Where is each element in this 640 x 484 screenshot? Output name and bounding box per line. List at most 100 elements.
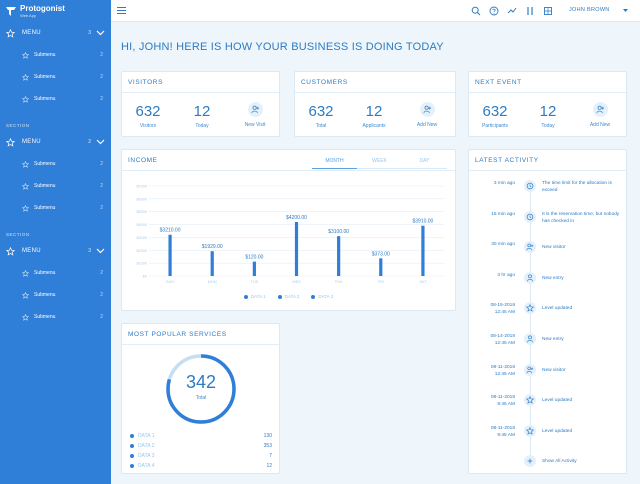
legend-dot (130, 454, 134, 458)
ring-progress (166, 354, 236, 424)
star-icon (22, 95, 29, 103)
user-name[interactable]: JOHN BROWN (569, 7, 610, 13)
columns-icon[interactable] (525, 6, 535, 16)
bar-sat[interactable] (421, 225, 425, 276)
x-tick-label: FRI (378, 280, 384, 284)
bar-fri[interactable] (379, 258, 383, 276)
card-title: CUSTOMERS (301, 79, 348, 86)
sidebar-menu-2[interactable]: MENU 2 (0, 131, 111, 153)
chevron-down-icon[interactable] (623, 9, 628, 12)
new-visit-button[interactable]: New Visit (240, 102, 270, 128)
card-title: MOST POPULAR SERVICES (128, 331, 227, 338)
chevron-down-icon[interactable] (96, 248, 105, 254)
brand[interactable]: Protogonist Web App (0, 0, 111, 22)
legend-dot (130, 464, 134, 468)
sidebar-menu-3[interactable]: MENU 3 (0, 240, 111, 262)
bar-mon[interactable] (210, 251, 214, 276)
stat-label: Today (195, 123, 209, 129)
action-label: Add New (416, 122, 438, 128)
chevron-down-icon[interactable] (96, 139, 105, 145)
bar-tue[interactable] (252, 261, 256, 276)
tab-month[interactable]: MONTH (312, 158, 357, 169)
service-value: 353 (263, 443, 272, 449)
period-tabs: MONTH WEEK DAY (312, 158, 447, 169)
activity-text: Level updated (542, 306, 573, 312)
data-label: $3210.00 (160, 228, 181, 234)
sidebar-submenu[interactable]: Submenu 2 (0, 306, 111, 328)
menu-count: 3 (88, 30, 91, 36)
sidebar-submenu[interactable]: Submenu 2 (0, 153, 111, 175)
y-tick-label: $1000 (136, 262, 147, 266)
service-row: DATA 2 353 (130, 442, 272, 450)
submenu-count: 2 (100, 270, 103, 276)
stat-value: 632 (482, 103, 508, 120)
stat: 632 Visitors (132, 103, 164, 129)
page-title: HI, JOHN! HERE IS HOW YOUR BUSINESS IS D… (121, 41, 444, 53)
submenu-label: Submenu (34, 74, 56, 80)
income-card: $7000 $6000 $5000 $4000 $3000 $2000 $1000 $0 $32… (121, 149, 456, 311)
activity-icon[interactable] (507, 6, 517, 16)
bar-wed[interactable] (294, 222, 299, 276)
sidebar-section-label: SECTION (6, 123, 30, 128)
chevron-down-icon[interactable] (96, 30, 105, 36)
activity-text: New visitor (542, 367, 566, 373)
hamburger-menu-icon[interactable] (117, 7, 126, 14)
menu-label: MENU (22, 139, 41, 145)
star-icon (22, 73, 29, 81)
star-icon (526, 426, 534, 435)
menu-label: MENU (22, 30, 41, 36)
activity-time: 08-11-2018 9:45 AM (490, 395, 515, 408)
activity-icon-wrap (524, 455, 536, 468)
bar-thu[interactable] (337, 236, 341, 276)
activity-time: 15 min ago (491, 211, 515, 217)
y-tick-label: $4000 (136, 223, 147, 227)
activity-icon-wrap (524, 424, 536, 437)
grid-icon[interactable] (543, 6, 553, 16)
legend-item[interactable]: DATA 3 (311, 294, 333, 299)
star-icon (526, 396, 534, 404)
stat-label: Visitors (139, 123, 157, 129)
card-title: LATEST ACTIVITY (475, 157, 539, 164)
sidebar-menu-1[interactable]: MENU 3 (0, 22, 111, 44)
activity-icon-wrap (524, 302, 536, 315)
star-icon (22, 204, 29, 212)
sidebar-submenu[interactable]: Submenu 2 (0, 262, 111, 284)
legend-dot (311, 294, 316, 299)
show-all-activity-button[interactable]: Show All Activity (469, 455, 626, 484)
customers-card: CUSTOMERS 632 Total 12 Applicants Add New (294, 71, 456, 137)
divider (122, 92, 279, 93)
clock-icon (526, 182, 534, 190)
star-icon (22, 291, 29, 299)
service-row: DATA 1 130 (130, 432, 272, 440)
activity-time: 30 min ago (491, 242, 515, 248)
bar-sun[interactable] (168, 234, 172, 276)
user-add-icon (251, 105, 259, 114)
user-add-icon (596, 105, 604, 114)
brand-name: Protogonist (20, 3, 65, 13)
sidebar-submenu[interactable]: Submenu 2 (0, 44, 111, 66)
help-icon[interactable] (489, 6, 499, 16)
action-label: Add New (589, 122, 611, 128)
y-tick-label: $5000 (136, 210, 147, 214)
search-icon[interactable] (471, 6, 481, 16)
star-icon (22, 51, 29, 59)
tab-day[interactable]: DAY (402, 158, 447, 169)
legend-dot (277, 294, 282, 299)
stat: 632 Total (305, 103, 337, 129)
sidebar-submenu[interactable]: Submenu 2 (0, 175, 111, 197)
legend-item[interactable]: DATA 1 (243, 294, 266, 299)
add-event-button[interactable]: Add New (585, 102, 615, 128)
sidebar-submenu[interactable]: Submenu 2 (0, 66, 111, 88)
sidebar-submenu[interactable]: Submenu 2 (0, 88, 111, 110)
legend-item[interactable]: DATA 2 (277, 294, 299, 299)
plus-icon (527, 458, 533, 464)
submenu-label: Submenu (34, 314, 56, 320)
star-icon (6, 246, 15, 256)
sidebar-submenu[interactable]: Submenu 2 (0, 284, 111, 306)
add-customer-button[interactable]: Add New (412, 102, 442, 128)
tab-week[interactable]: WEEK (357, 158, 402, 169)
sidebar-submenu[interactable]: Submenu 2 (0, 197, 111, 219)
submenu-label: Submenu (34, 183, 56, 189)
user-add-icon (423, 105, 431, 114)
sidebar-section-label: SECTION (6, 232, 30, 237)
